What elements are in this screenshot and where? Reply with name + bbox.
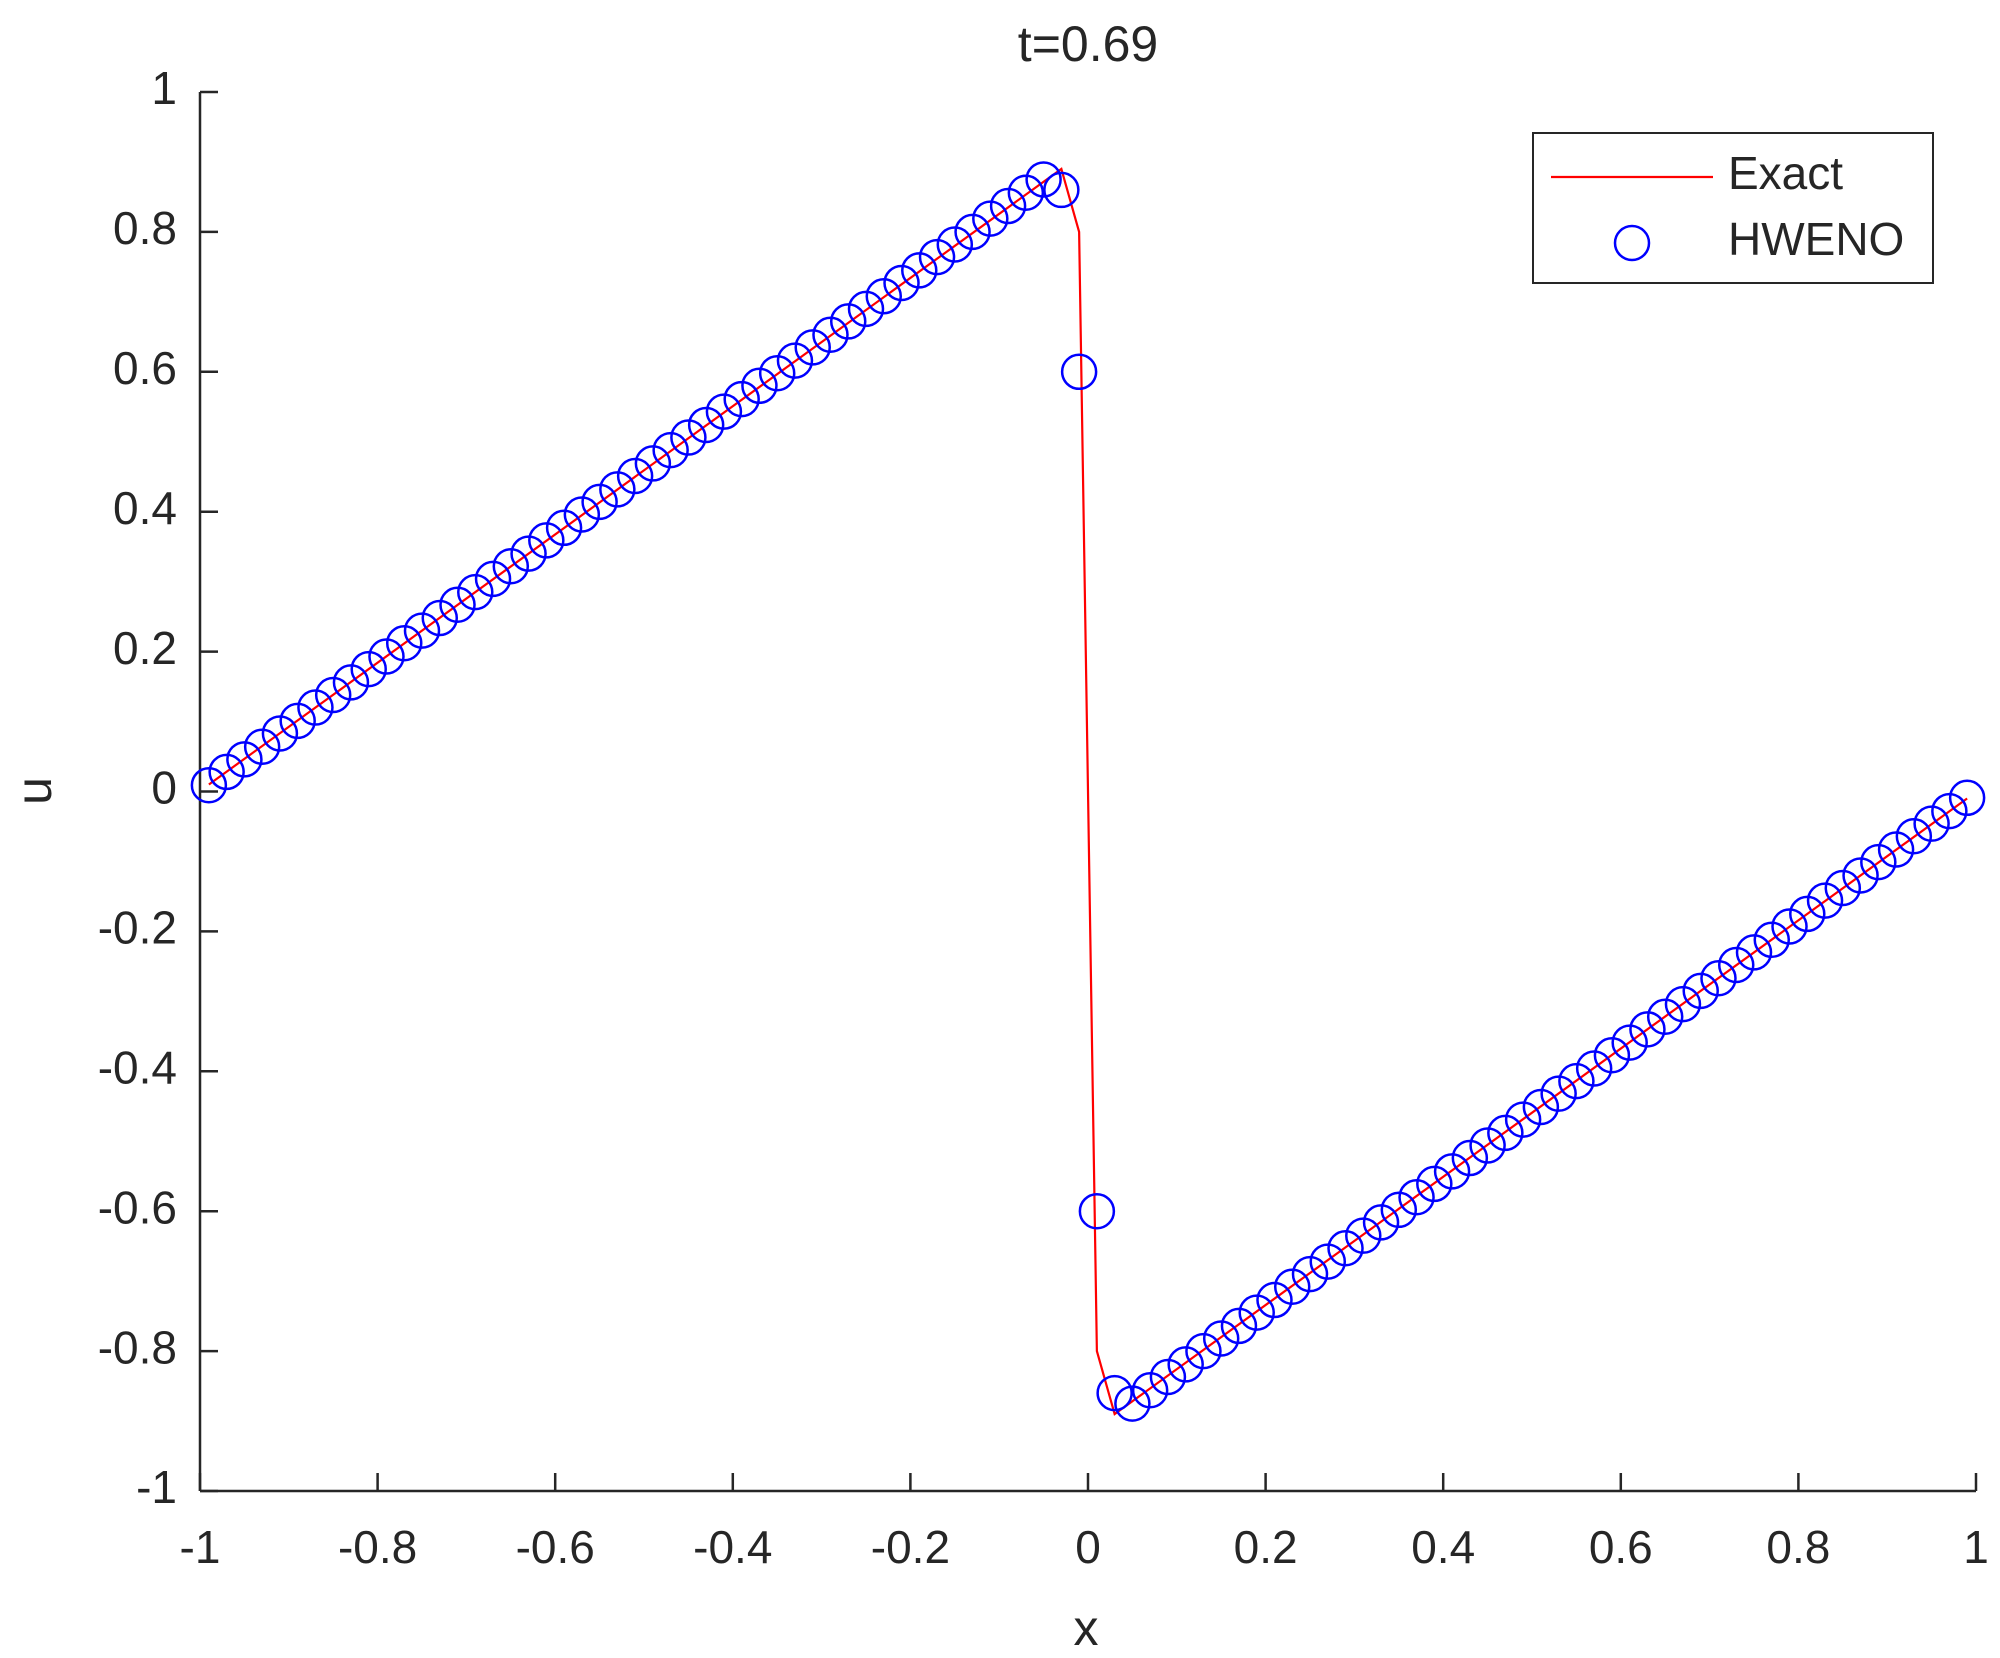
y-tick-label: -1	[136, 1461, 177, 1513]
data-point	[1593, 1036, 1631, 1074]
legend-label: Exact	[1728, 147, 1843, 199]
data-point	[1273, 1268, 1311, 1305]
data-point	[1806, 882, 1844, 919]
legend-marker	[1613, 224, 1651, 262]
x-tick-label: 0.8	[1766, 1521, 1830, 1573]
data-point	[1504, 1101, 1542, 1138]
data-point	[1682, 972, 1719, 1010]
data-point	[1895, 818, 1933, 855]
data-point	[1185, 1332, 1222, 1370]
data-point	[1717, 946, 1755, 984]
data-point	[972, 200, 1009, 237]
data-point	[1735, 934, 1773, 971]
y-tick-label: 1	[151, 62, 177, 114]
data-point	[1416, 1165, 1453, 1203]
data-point	[528, 522, 565, 559]
data-point	[1540, 1075, 1577, 1112]
data-point	[1860, 843, 1897, 881]
x-tick-label: 0	[1075, 1521, 1101, 1573]
x-axis-label: x	[1074, 1600, 1099, 1656]
data-point	[670, 419, 707, 456]
data-point	[758, 354, 796, 392]
data-point	[1913, 805, 1950, 842]
data-point	[1380, 1191, 1418, 1229]
data-point	[616, 457, 654, 495]
data-point	[297, 689, 334, 726]
data-point	[314, 676, 352, 714]
x-tick-label: -1	[180, 1521, 221, 1573]
data-line	[208, 167, 1968, 1416]
data-point	[1238, 1294, 1275, 1331]
data-point	[439, 586, 476, 623]
data-point	[1327, 1230, 1364, 1267]
y-axis-label: u	[6, 777, 62, 805]
y-tick-label: 0.6	[113, 342, 177, 394]
data-point	[1948, 779, 1986, 817]
data-point	[794, 329, 831, 366]
x-tick-label: 0.2	[1234, 1521, 1298, 1573]
data-point	[652, 431, 689, 469]
y-tick-label: 0	[151, 762, 177, 814]
x-tick-label: -0.2	[871, 1521, 950, 1573]
data-point	[350, 650, 387, 688]
x-tick-label: 0.4	[1411, 1521, 1475, 1573]
data-point	[1060, 353, 1098, 391]
data-point	[705, 393, 743, 430]
chart-title: t=0.69	[1018, 16, 1158, 72]
data-point	[1043, 171, 1080, 209]
x-tick-label: -0.4	[693, 1521, 772, 1573]
y-tick-label: -0.2	[98, 902, 177, 954]
data-point	[581, 483, 618, 521]
x-tick-label: -0.6	[516, 1521, 595, 1573]
data-point	[1362, 1204, 1400, 1241]
data-point	[492, 548, 530, 585]
data-point	[1078, 1192, 1116, 1230]
data-point	[1451, 1139, 1489, 1177]
data-point	[1771, 908, 1808, 945]
y-tick-label: 0.8	[113, 202, 177, 254]
y-tick-label: -0.6	[98, 1181, 177, 1233]
data-point	[226, 741, 263, 778]
data-point	[936, 226, 974, 263]
data-point	[1629, 1011, 1666, 1048]
data-point	[1202, 1320, 1240, 1357]
data-point	[1558, 1062, 1595, 1100]
data-point	[847, 290, 885, 328]
data-point	[403, 612, 441, 649]
data-point	[261, 715, 299, 752]
data-point	[883, 264, 920, 302]
legend-box	[1532, 132, 1934, 284]
data-point	[208, 753, 245, 791]
x-tick-label: 1	[1963, 1521, 1989, 1573]
data-point	[1025, 161, 1062, 198]
legend-label: HWENO	[1728, 213, 1904, 265]
data-point	[1824, 869, 1862, 907]
data-point	[741, 367, 778, 405]
data-point	[1469, 1127, 1506, 1164]
y-tick-label: -0.4	[98, 1041, 177, 1093]
data-point	[1291, 1255, 1329, 1293]
x-tick-label: 0.6	[1589, 1521, 1653, 1573]
data-point	[385, 624, 423, 662]
y-tick-label: -0.8	[98, 1321, 177, 1373]
x-tick-label: -0.8	[338, 1521, 417, 1573]
data-point	[1149, 1358, 1187, 1396]
data-point	[918, 238, 956, 276]
data-point	[563, 496, 601, 533]
data-point	[829, 303, 867, 340]
data-point	[1096, 1374, 1133, 1412]
y-tick-label: 0.4	[113, 482, 177, 534]
data-point	[1646, 998, 1684, 1035]
y-tick-label: 0.2	[113, 622, 177, 674]
data-point	[474, 560, 512, 598]
